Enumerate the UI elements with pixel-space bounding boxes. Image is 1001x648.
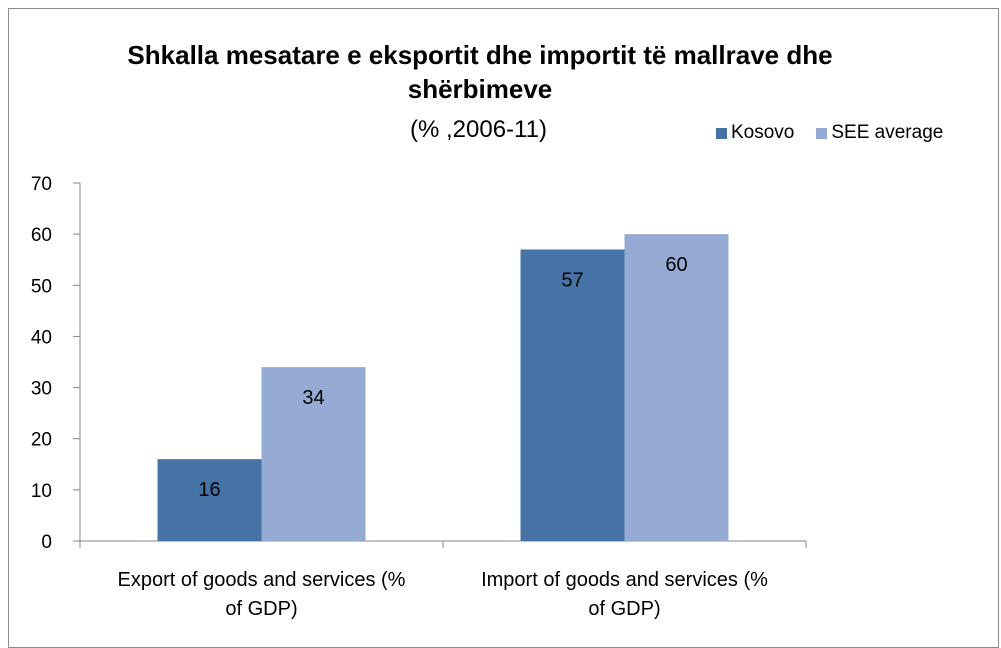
chart-title: Shkalla mesatare e eksportit dhe importi… [127,40,833,104]
data-label: 57 [561,269,583,291]
legend-swatch-see-average [816,127,828,139]
data-label: 60 [665,254,687,276]
x-category-label: of GDP) [225,598,297,620]
y-tick-label: 70 [31,174,52,195]
bar [520,249,625,541]
y-tick-label: 0 [41,532,52,553]
bar-chart: 0 10 20 30 40 50 60 70 16 34 Export of goods and s… [31,174,807,620]
chart-subtitle: (% ,2006-11) [410,116,547,143]
data-label: 16 [198,479,220,501]
y-tick-label: 20 [31,430,52,451]
y-tick-label: 40 [31,327,52,348]
x-category-label: of GDP) [588,598,660,620]
bar [624,234,729,541]
data-label: 34 [302,387,324,409]
legend-item-see-average: SEE average [816,122,943,144]
y-tick-label: 10 [31,481,52,502]
legend-item-kosovo: Kosovo [716,122,794,144]
bar [157,459,262,541]
bar [261,367,366,541]
y-tick-label: 60 [31,225,52,246]
legend-swatch-kosovo [716,127,727,139]
x-category-label: Import of goods and services (% [481,569,768,591]
legend-label-kosovo: Kosovo [731,122,795,143]
chart-legend: Kosovo SEE average [716,122,965,144]
y-tick-label: 30 [31,379,52,400]
y-tick-label: 50 [31,276,52,297]
x-category-label: Export of goods and services (% [118,569,406,591]
legend-label-see-average: SEE average [831,122,944,143]
